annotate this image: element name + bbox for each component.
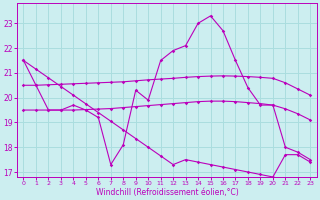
X-axis label: Windchill (Refroidissement éolien,°C): Windchill (Refroidissement éolien,°C) [96,188,238,197]
